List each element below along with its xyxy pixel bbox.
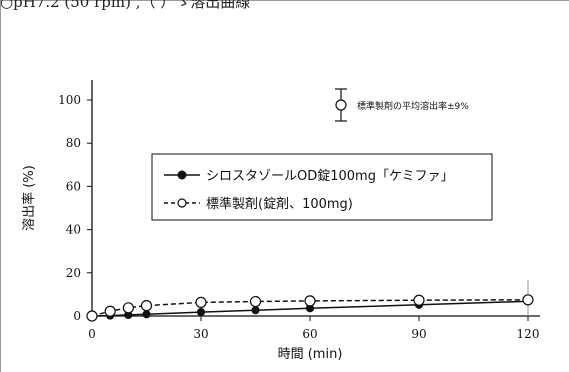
y-axis-title: 溶出率 (%) xyxy=(21,165,37,231)
figure-frame-top xyxy=(0,0,569,1)
y-tick-label: 100 xyxy=(58,93,81,107)
chart-axes xyxy=(91,80,540,317)
x-tick-label: 30 xyxy=(193,327,208,341)
y-tick-label: 40 xyxy=(66,223,81,237)
y-tick-label: 20 xyxy=(66,266,81,280)
y-tick-label: 80 xyxy=(66,136,81,150)
figure-frame-left xyxy=(0,0,1,372)
legend-marker-series-0 xyxy=(177,170,187,180)
x-tick-label: 120 xyxy=(517,327,540,341)
legend-box xyxy=(151,153,493,221)
series-1-point xyxy=(104,305,116,317)
chart-series-layer xyxy=(86,280,534,322)
series-1-point xyxy=(522,294,534,306)
legend-label-series-1: 標準製剤(錠剤、100mg) xyxy=(206,196,353,212)
x-tick-label: 60 xyxy=(302,327,317,341)
series-1-point xyxy=(413,294,425,306)
series-1-point xyxy=(122,302,134,314)
legend-marker-series-1 xyxy=(177,198,187,208)
series-1-point xyxy=(140,300,153,312)
x-tick-label: 0 xyxy=(88,327,96,341)
series-1-point xyxy=(304,295,316,307)
y-tick-label: 0 xyxy=(73,309,81,323)
note-open-circle-marker xyxy=(335,99,347,111)
x-axis-title: 時間 (min) xyxy=(278,347,343,362)
x-tick-label: 90 xyxy=(411,327,426,341)
error-bar-note: 標準製剤の平均溶出率±9% xyxy=(335,88,469,122)
series-0-point xyxy=(142,310,151,319)
series-line-1 xyxy=(91,299,529,317)
legend-label-series-0: シロスタゾールOD錠100mg「ケミファ」 xyxy=(206,169,454,184)
series-1-point xyxy=(249,295,262,308)
y-tick-label: 60 xyxy=(66,179,81,193)
note-text: 標準製剤の平均溶出率±9% xyxy=(357,100,469,112)
figure-caption: ○pH7.2 (50 rpm) ,（ ）ゝ溶出曲線 xyxy=(0,0,251,11)
series-0-point xyxy=(251,306,260,315)
series-0-point xyxy=(196,308,206,317)
chart-legend: シロスタゾールOD錠100mg「ケミファ」 標準製剤(錠剤、100mg) xyxy=(151,153,493,221)
series-1-point xyxy=(86,310,98,322)
series-1-point xyxy=(195,296,207,308)
chart-ticks: 0 20 40 60 80 100 0 30 60 90 120 xyxy=(58,93,539,341)
